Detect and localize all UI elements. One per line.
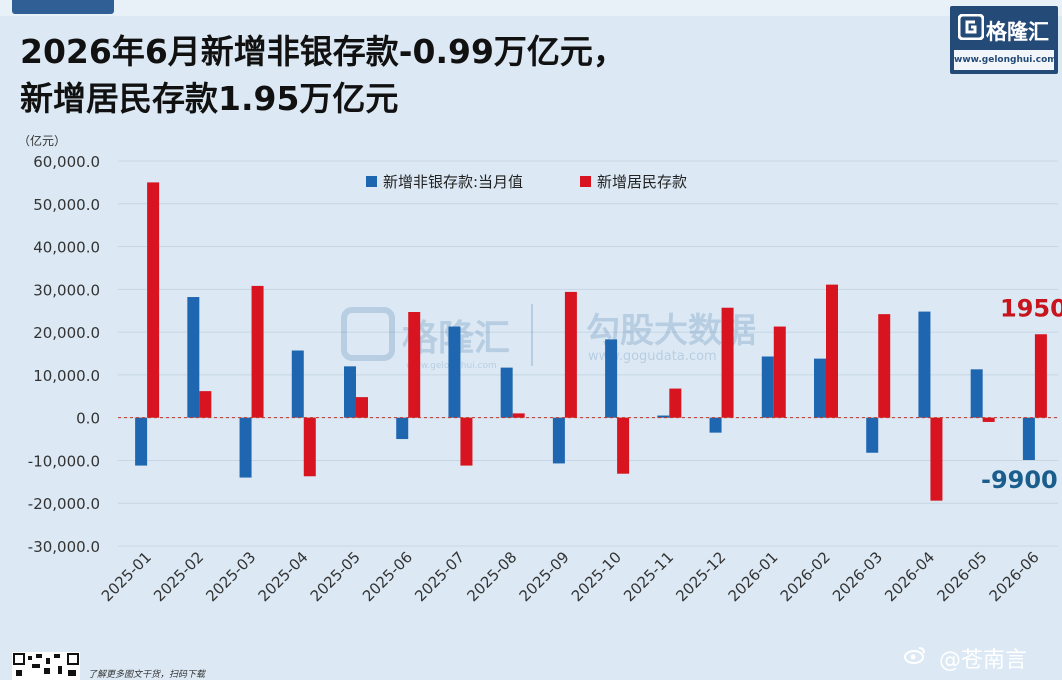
bar-nonbank — [396, 417, 409, 440]
logo-mark-icon — [958, 14, 984, 40]
x-tick-label: 2025-10 — [568, 548, 625, 605]
x-tick-label: 2025-01 — [98, 548, 155, 605]
bars — [135, 182, 1047, 501]
bar-resident — [303, 417, 316, 477]
annotation-resident-last: 19500 — [1000, 294, 1062, 322]
weibo-icon — [904, 647, 925, 664]
legend-swatch-resident — [580, 176, 591, 187]
bar-nonbank — [344, 366, 356, 418]
x-tick-label: 2026-06 — [986, 548, 1043, 605]
y-tick-label: 0.0 — [76, 410, 100, 428]
bar-resident — [617, 417, 630, 474]
bar-resident — [669, 388, 682, 418]
credit-text: @苍南言 — [939, 648, 1028, 673]
bar-resident — [199, 391, 212, 418]
x-tick-label: 2025-11 — [620, 548, 677, 605]
bar-nonbank — [135, 417, 148, 466]
bar-resident — [564, 291, 577, 418]
bar-nonbank — [814, 358, 826, 418]
x-tick-label: 2025-04 — [255, 548, 312, 605]
title-line-2: 新增居民存款1.95万亿元 — [20, 79, 399, 118]
bar-nonbank — [1022, 417, 1035, 461]
legend-swatch-nonbank — [366, 176, 377, 187]
bar-nonbank — [187, 297, 200, 418]
x-tick-label: 2025-12 — [672, 548, 729, 605]
y-tick-label: -10,000.0 — [28, 452, 100, 470]
x-tick-label: 2025-09 — [516, 548, 573, 605]
watermark: 格隆汇 www.gelonghui.com 勾股大数据 www.gogudata… — [341, 304, 756, 371]
x-tick-label: 2025-06 — [359, 548, 416, 605]
watermark-logo-mark — [341, 307, 395, 361]
bar-nonbank — [552, 417, 565, 464]
y-tick-labels: -30,000.0 -20,000.0 -10,000.0 0.0 10,000.0 20… — [28, 153, 100, 556]
annotations: 19500 -9900 — [981, 294, 1062, 494]
chart-title: 2026年6月新增非银存款-0.99万亿元， 新增居民存款1.95万亿元 — [20, 28, 920, 122]
bar-nonbank — [239, 417, 252, 478]
bar-nonbank — [605, 339, 618, 418]
y-tick-label: -30,000.0 — [28, 538, 100, 556]
bar-chart: （亿元） -30,000.0 -20,000.0 -10,000.0 0.0 10,00… — [18, 133, 1062, 605]
x-tick-label: 2025-07 — [411, 548, 468, 605]
y-unit-label: （亿元） — [18, 133, 66, 148]
x-tick-label: 2026-01 — [725, 548, 782, 605]
brand-logo: 格隆汇 www.gelonghui.com — [950, 6, 1058, 74]
x-tick-label: 2025-08 — [463, 548, 520, 605]
bar-resident — [773, 326, 786, 418]
bar-resident — [408, 312, 421, 418]
top-strip — [0, 0, 1062, 16]
legend-label-resident: 新增居民存款 — [597, 173, 687, 191]
bar-nonbank — [761, 356, 774, 418]
x-tick-label: 2025-05 — [307, 548, 364, 605]
bar-nonbank — [291, 350, 304, 418]
logo-name: 格隆汇 — [986, 20, 1049, 44]
watermark-gogu-url: www.gogudata.com — [588, 349, 717, 364]
x-tick-label: 2026-03 — [829, 548, 886, 605]
logo-url: www.gelonghui.com — [954, 50, 1057, 70]
y-tick-label: 50,000.0 — [33, 196, 100, 214]
y-tick-label: 60,000.0 — [33, 153, 100, 171]
title-line-1: 2026年6月新增非银存款-0.99万亿元， — [20, 32, 626, 71]
top-tab — [12, 0, 114, 14]
bar-nonbank — [448, 326, 461, 418]
x-tick-label: 2025-02 — [150, 548, 207, 605]
y-tick-label: 30,000.0 — [33, 281, 100, 299]
bar-nonbank — [918, 311, 931, 418]
bar-resident — [1034, 334, 1047, 418]
legend-label-nonbank: 新增非银存款:当月值 — [383, 173, 523, 191]
bar-resident — [878, 314, 891, 418]
x-tick-label: 2026-05 — [933, 548, 990, 605]
bar-nonbank — [657, 415, 670, 418]
y-tick-label: 40,000.0 — [33, 239, 100, 257]
bar-resident — [982, 417, 995, 422]
bar-resident — [356, 397, 368, 418]
bar-nonbank — [500, 367, 513, 418]
x-tick-labels: 2025-012025-022025-032025-042025-052025-… — [98, 548, 1043, 605]
bar-resident — [826, 284, 838, 418]
bar-nonbank — [970, 369, 983, 418]
y-tick-label: 10,000.0 — [33, 367, 100, 385]
x-tick-label: 2025-03 — [202, 548, 259, 605]
bar-resident — [251, 285, 264, 418]
bar-nonbank — [709, 417, 722, 433]
x-tick-label: 2026-02 — [777, 548, 834, 605]
bar-resident — [460, 417, 473, 466]
x-tick-label: 2026-04 — [881, 548, 938, 605]
bar-nonbank — [866, 417, 879, 453]
y-tick-label: -20,000.0 — [28, 495, 100, 513]
bar-resident — [930, 417, 943, 501]
annotation-nonbank-last: -9900 — [981, 466, 1058, 494]
footer-text: 了解更多图文干货，扫码下载 — [88, 670, 206, 680]
bar-resident — [721, 307, 734, 418]
qr-code-icon — [12, 652, 80, 680]
bar-resident — [147, 182, 160, 418]
weibo-credit: @苍南言 — [904, 642, 1027, 674]
y-tick-label: 20,000.0 — [33, 324, 100, 342]
legend: 新增非银存款:当月值 新增居民存款 — [366, 173, 687, 191]
bar-resident — [512, 413, 525, 418]
